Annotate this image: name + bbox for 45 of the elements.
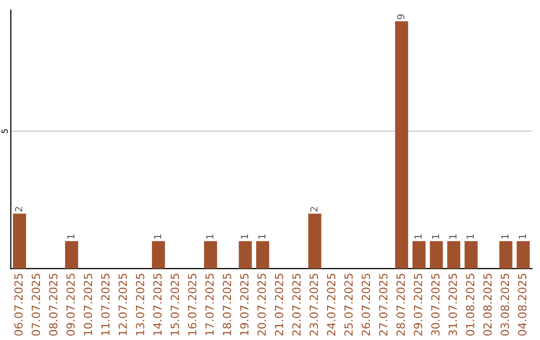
data-label: 2 xyxy=(310,207,318,212)
x-tick-label: 26.07.2025 xyxy=(362,274,370,336)
data-label: 1 xyxy=(449,234,456,239)
x-tick-label: 17.07.2025 xyxy=(205,274,214,336)
x-tick-label: 22.07.2025 xyxy=(292,274,301,336)
y-tick-label: 5 xyxy=(2,129,8,134)
x-tick-label: 20.07.2025 xyxy=(257,274,266,336)
x-tick-label: 16.07.2025 xyxy=(188,274,196,336)
x-tick-label: 28.07.2025 xyxy=(396,274,405,336)
data-label: 1 xyxy=(258,234,266,239)
x-tick-label: 15.07.2025 xyxy=(170,274,180,336)
x-tick-label: 04.08.2025 xyxy=(518,274,526,336)
data-label: 1 xyxy=(518,234,526,239)
x-tick-label: 29.07.2025 xyxy=(414,274,422,336)
x-tick-label: 03.08.2025 xyxy=(500,274,510,336)
data-label: 1 xyxy=(501,234,509,239)
data-label: 1 xyxy=(67,234,74,239)
x-tick-label: 08.07.2025 xyxy=(49,274,58,336)
x-tick-label: 09.07.2025 xyxy=(66,274,75,336)
x-tick-label: 01.08.2025 xyxy=(466,274,474,336)
x-tick-label: 23.07.2025 xyxy=(310,274,318,336)
x-tick-label: 02.08.2025 xyxy=(483,274,492,336)
x-tick-label: 30.07.2025 xyxy=(431,274,440,336)
data-label: 1 xyxy=(466,234,474,239)
x-tick-label: 13.07.2025 xyxy=(136,274,144,336)
x-tick-label: 19.07.2025 xyxy=(240,274,249,336)
data-label: 9 xyxy=(397,14,404,20)
data-label: 1 xyxy=(414,234,422,239)
x-tick-label: 18.07.2025 xyxy=(222,274,232,336)
x-tick-label: 25.07.2025 xyxy=(344,274,353,336)
x-tick-label: 11.07.2025 xyxy=(101,274,110,336)
x-tick-label: 14.07.2025 xyxy=(153,274,162,336)
x-tick-label: 24.07.2025 xyxy=(326,274,336,336)
x-tick-label: 12.07.2025 xyxy=(118,274,127,336)
data-label: 1 xyxy=(240,234,248,239)
data-label: 1 xyxy=(206,234,214,239)
x-tick-label: 07.07.2025 xyxy=(32,274,40,336)
data-label: 1 xyxy=(154,234,162,239)
x-tick-label: 06.07.2025 xyxy=(14,274,23,336)
data-label: 1 xyxy=(432,234,440,239)
data-label: 2 xyxy=(14,207,22,212)
x-tick-label: 27.07.2025 xyxy=(379,274,388,336)
x-tick-label: 31.07.2025 xyxy=(448,274,457,336)
x-tick-label: 10.07.2025 xyxy=(84,274,92,336)
x-tick-label: 21.07.2025 xyxy=(274,274,284,336)
